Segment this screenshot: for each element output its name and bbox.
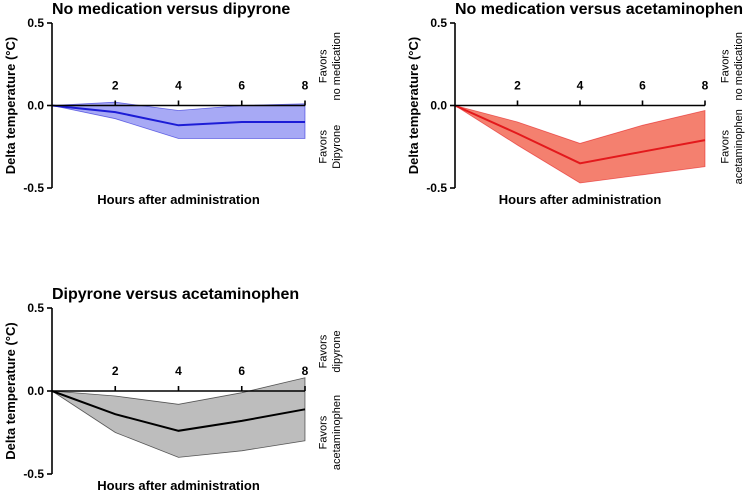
x-tick-label: 4	[175, 364, 182, 378]
y-tick-label: -0.5	[426, 181, 447, 195]
annotation-favors-top-line: no medication	[331, 32, 343, 101]
annotation-favors-bottom-line: acetaminophen	[331, 395, 343, 470]
annotation-favors-bottom-line: Dipyrone	[331, 125, 343, 169]
x-tick-label: 2	[514, 79, 521, 93]
annotation-favors-bottom: FavorsDipyrone	[318, 125, 343, 169]
annotation-favors-top: Favorsno medication	[318, 32, 343, 101]
y-tick-label: 0.0	[27, 384, 44, 398]
x-tick-label: 6	[238, 364, 245, 378]
annotation-favors-top-line: no medication	[733, 32, 745, 101]
mean-line	[51, 390, 306, 432]
chart-panel-1: No medication versus dipyrone 0.5 0.0 -0.5 2…	[3, 1, 343, 207]
annotation-favors-bottom: Favorsacetaminophen	[318, 395, 343, 470]
chart-title: No medication versus acetaminophen	[455, 1, 743, 18]
mean-line	[51, 104, 305, 127]
x-tick-label: 4	[175, 79, 182, 93]
y-axis-label: Delta temperature (°C)	[3, 37, 18, 174]
annotation-favors-top-line: dipyrone	[331, 330, 343, 372]
x-axis-label: Hours after administration	[97, 478, 260, 492]
y-tick-label: 0.5	[27, 16, 44, 30]
y-tick-label: 0.5	[27, 301, 44, 315]
annotation-favors-bottom-line: acetaminophen	[733, 109, 745, 184]
confidence-band	[51, 377, 306, 458]
x-tick-label: 8	[302, 364, 309, 378]
chart-title: No medication versus dipyrone	[52, 1, 290, 18]
y-tick-label: 0.5	[430, 16, 447, 30]
y-tick-label: -0.5	[23, 181, 44, 195]
annotation-favors-bottom-line: Favors	[720, 129, 732, 163]
x-tick-label: 8	[302, 79, 309, 93]
confidence-band	[51, 101, 306, 139]
x-axis-label: Hours after administration	[97, 192, 260, 207]
chart-title: Dipyrone versus acetaminophen	[52, 286, 299, 303]
x-tick-label: 2	[112, 364, 119, 378]
x-tick-label: 4	[577, 79, 584, 93]
x-axis-label: Hours after administration	[499, 192, 662, 207]
annotation-favors-top-line: Favors	[720, 49, 732, 83]
annotation-favors-bottom-line: Favors	[318, 415, 330, 449]
x-tick-label: 2	[112, 79, 119, 93]
x-tick-label: 6	[639, 79, 646, 93]
x-tick-label: 6	[238, 79, 245, 93]
chart-panel-3: Dipyrone versus acetaminophen 0.5 0.0 -0.5 2…	[3, 286, 343, 493]
y-tick-label: 0.0	[430, 99, 447, 113]
annotation-favors-bottom-line: Favors	[318, 129, 330, 163]
confidence-band	[454, 105, 706, 184]
y-tick-label: 0.0	[27, 99, 44, 113]
chart-panel-2: No medication versus acetaminophen 0.5 0.0…	[406, 1, 745, 207]
annotation-favors-top-line: Favors	[318, 334, 330, 368]
mean-line	[454, 104, 706, 165]
annotation-favors-top: Favorsno medication	[720, 32, 745, 101]
x-tick-label: 8	[702, 79, 709, 93]
annotation-favors-top: Favorsdipyrone	[318, 330, 343, 372]
annotation-favors-bottom: Favorsacetaminophen	[720, 109, 745, 184]
y-axis-label: Delta temperature (°C)	[406, 37, 421, 174]
annotation-favors-top-line: Favors	[318, 49, 330, 83]
y-axis-label: Delta temperature (°C)	[3, 322, 18, 459]
y-tick-label: -0.5	[23, 467, 44, 481]
